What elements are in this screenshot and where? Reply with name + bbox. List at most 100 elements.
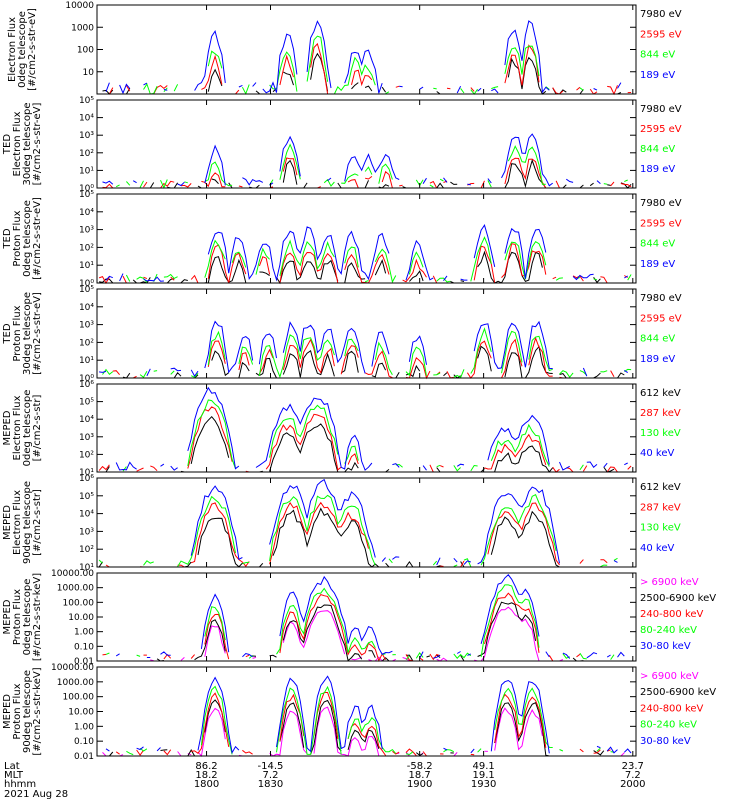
- y-axis-label: MEPED: [2, 599, 13, 634]
- legend-entry: 844 eV: [640, 239, 675, 250]
- series-trace-3: [115, 143, 628, 189]
- legend-entry: 80-240 keV: [640, 720, 697, 731]
- y-tick-label: 10⁵: [79, 398, 94, 408]
- y-axis-label: Proton Flux: [12, 305, 23, 361]
- y-axis-label: TED: [2, 134, 13, 155]
- series-trace-3: [98, 494, 618, 568]
- series-trace-4: [103, 134, 625, 186]
- panel-frame: [96, 477, 637, 568]
- series-trace-4: [191, 480, 631, 565]
- y-tick-label: 10⁶: [79, 474, 94, 484]
- legend-entry: 7980 eV: [640, 293, 682, 304]
- x-hhmm-value: 1900: [407, 779, 432, 790]
- y-axis-label: Proton Flux: [12, 683, 23, 739]
- panel-4: 10⁰ 10¹ 10² 10³ 10⁴ 10⁵ TED Proton Flux 30deg te…: [2, 285, 682, 384]
- y-tick-label: 10²: [79, 450, 94, 460]
- series-trace-2: [112, 336, 615, 380]
- panel-frame: [96, 193, 637, 284]
- legend-entry: 189 eV: [640, 70, 675, 81]
- x-mlt-value: 7.2: [625, 770, 641, 781]
- legend-entry: 7980 eV: [640, 104, 682, 115]
- panel-5: 10¹ 10² 10³ 10⁴ 10⁵ 10⁶ MEPED Electron Flux 0deg…: [2, 380, 681, 478]
- legend-entry: 287 keV: [640, 408, 681, 419]
- y-axis-label: 30deg telescope: [22, 292, 33, 375]
- legend-entry: 612 keV: [640, 482, 681, 493]
- y-axis-label: 0deg telescope: [22, 390, 33, 467]
- y-tick-label: 10²: [79, 338, 94, 348]
- series-trace-3: [144, 36, 632, 94]
- legend-entry: 2595 eV: [640, 29, 682, 40]
- y-axis-label: MEPED: [2, 694, 13, 729]
- x-hhmm-value: 1830: [258, 779, 283, 790]
- y-tick-label: 0.10: [74, 642, 94, 652]
- y-axis-label: 0deg telescope: [22, 200, 33, 277]
- y-tick-label: 1000.00: [57, 584, 94, 594]
- legend-entry: 287 keV: [640, 502, 681, 513]
- y-axis-label: 0deg telescope: [17, 11, 28, 88]
- series-trace-2: [98, 406, 632, 473]
- series-trace-4: [105, 224, 628, 282]
- legend-entry: 30-80 keV: [640, 641, 691, 652]
- y-tick-label: 10⁰: [79, 279, 94, 289]
- y-axis-label: [#/cm2-s-str-keV]: [32, 667, 43, 755]
- x-lat-value: 49.1: [472, 761, 494, 772]
- legend-entry: 189 eV: [640, 354, 675, 365]
- series-trace-1: [103, 54, 632, 94]
- legend-entry: > 6900 keV: [640, 577, 699, 588]
- y-axis-label: 90deg telescope: [22, 481, 33, 564]
- y-tick-label: 10⁴: [79, 114, 94, 124]
- legend-entry: 2500-6900 keV: [640, 593, 716, 604]
- y-tick-label: 1.00: [74, 628, 94, 638]
- y-tick-label: 100.00: [63, 693, 95, 703]
- legend-entry: 7980 eV: [640, 198, 682, 209]
- y-tick-label: 10⁵: [79, 96, 94, 106]
- y-tick-label: 1000: [71, 23, 94, 33]
- series-trace-2: [102, 157, 632, 189]
- y-tick-label: 10²: [79, 545, 94, 555]
- y-axis-label: [#/cm2-s-str-keV]: [32, 573, 43, 661]
- x-lat-value: 86.2: [195, 761, 217, 772]
- y-tick-label: 10⁰: [79, 374, 94, 384]
- legend-entry: 2500-6900 keV: [640, 687, 716, 698]
- panel-frame: [96, 99, 637, 189]
- y-tick-label: 10⁶: [79, 380, 94, 390]
- legend-entry: > 6900 keV: [640, 671, 699, 682]
- y-axis-label: Electron Flux: [12, 111, 23, 176]
- y-tick-label: 10000.00: [51, 663, 94, 673]
- series-trace-3: [125, 236, 632, 284]
- y-tick-label: 10¹: [79, 356, 94, 366]
- x-row-label: hhmm: [4, 779, 36, 790]
- y-axis-label: [#/cm2-s-str]: [32, 394, 43, 461]
- y-tick-label: 10000: [65, 1, 94, 11]
- x-hhmm-value: 1800: [194, 779, 219, 790]
- y-tick-label: 10⁵: [79, 285, 94, 295]
- y-tick-label: 100.00: [63, 598, 95, 608]
- x-mlt-value: 7.2: [263, 770, 279, 781]
- series-trace-1: [106, 417, 631, 472]
- y-tick-label: 10⁰: [79, 184, 94, 194]
- y-axis-label: Electron Flux: [12, 395, 23, 460]
- series-trace-3: [102, 327, 632, 379]
- y-axis-label: [#/cm2-s-str-eV]: [32, 197, 43, 280]
- y-tick-label: 10⁴: [79, 415, 94, 425]
- panel-frame: [96, 288, 637, 379]
- y-tick-label: 0.01: [74, 657, 94, 667]
- y-tick-label: 10²: [79, 149, 94, 159]
- y-axis-label: Proton Flux: [12, 210, 23, 266]
- legend-entry: 189 eV: [640, 164, 675, 175]
- y-tick-label: 10¹: [79, 261, 94, 271]
- legend-entry: 844 eV: [640, 144, 675, 155]
- x-lat-value: -14.5: [258, 761, 284, 772]
- panel-7: 0.01 0.10 1.00 10.00 100.00 1000.00 10000.00 ME…: [2, 569, 716, 667]
- legend-entry: 40 keV: [640, 543, 674, 554]
- y-tick-label: 10000.00: [51, 569, 94, 579]
- y-axis-label: TED: [2, 323, 13, 344]
- legend-entry: 844 eV: [640, 50, 675, 61]
- y-tick-label: 10.00: [68, 708, 94, 718]
- panel-frame: [96, 383, 637, 473]
- y-axis-label: [#/cm2-s-str-eV]: [27, 8, 38, 91]
- series-trace-4: [106, 21, 631, 93]
- y-axis-label: 0deg telescope: [22, 579, 33, 656]
